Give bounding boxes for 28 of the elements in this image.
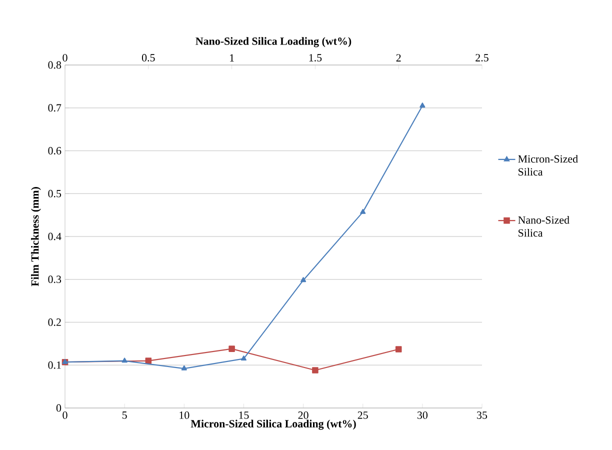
y-tick-label: 0.7 (48, 104, 62, 112)
x-tick-label: 25 (358, 412, 368, 419)
y-tick-label: 0.6 (48, 147, 62, 154)
y-tick-label: 0.8 (48, 61, 62, 69)
x-tick-label: 10 (180, 412, 190, 419)
x-tick-label: 0 (62, 412, 68, 419)
legend-label: Nano-Sized Silica (518, 216, 570, 237)
x-tick-label: 35 (477, 412, 488, 419)
y-tick-label: 0.2 (48, 318, 61, 326)
x-tick-label: 15 (239, 412, 249, 419)
x2-tick-label: 2 (396, 54, 401, 62)
x-tick-label: 20 (298, 412, 308, 419)
x2-tick-label: 2.5 (476, 54, 488, 62)
x-tick-label: 30 (417, 412, 428, 419)
x2-tick-label: 0.5 (142, 54, 155, 62)
legend-label: Micron-Sized Silica (518, 154, 578, 176)
x2-axis-title: Nano-Sized Silica Loading (wt%) (196, 37, 352, 48)
x2-tick-label: 0 (62, 54, 68, 62)
x2-tick-label: 1 (230, 54, 234, 62)
y-axis-title: Film Thickness (mm) (31, 187, 41, 286)
y-tick-label: 0.5 (48, 190, 62, 198)
x-axis-title: Micron-Sized Silica Loading (wt%) (190, 420, 356, 430)
x2-tick-label: 1.5 (309, 54, 322, 62)
y-tick-label: 0.4 (48, 232, 62, 240)
y-tick-label: 0.3 (48, 276, 62, 284)
x-tick-label: 5 (122, 412, 127, 419)
y-tick-label: 0 (56, 404, 62, 412)
y-tick-label: 0.1 (48, 361, 61, 369)
